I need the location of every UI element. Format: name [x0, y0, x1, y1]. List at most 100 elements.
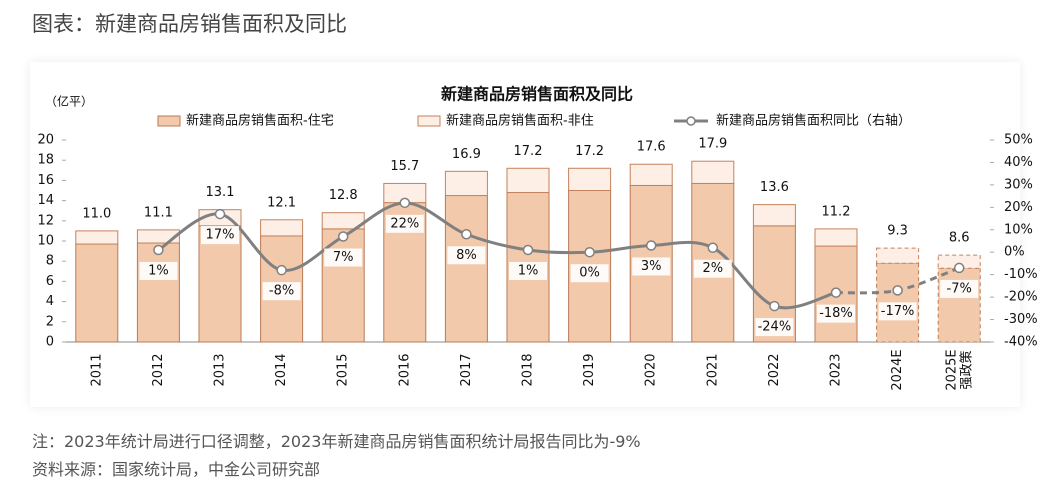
bar-segment	[937, 267, 981, 343]
total-label: 11.0	[82, 206, 111, 221]
legend-swatch	[417, 115, 441, 127]
line-marker	[399, 197, 411, 209]
total-label-bg	[754, 178, 795, 197]
total-label: 17.2	[514, 144, 543, 159]
x-tick-label-line: 强政策	[958, 350, 974, 389]
value-label-bg	[878, 302, 917, 321]
x-tick-label: 2012	[151, 353, 166, 386]
value-label: 22%	[390, 216, 419, 231]
value-label-bg	[755, 318, 794, 337]
value-label: -24%	[758, 320, 792, 335]
bar-segment	[444, 195, 488, 343]
value-label: 3%	[641, 259, 662, 274]
x-tick-label: 2018	[521, 353, 536, 386]
y2-tick-label: 10%	[1004, 222, 1033, 237]
y-tick-label: 14	[37, 193, 54, 208]
value-label: -8%	[269, 284, 294, 299]
y-tick-label: 6	[46, 274, 54, 289]
total-label-bg	[261, 193, 302, 212]
value-label: 17%	[206, 228, 235, 243]
total-label-bg	[138, 203, 179, 222]
legend-label: 新建商品房销售面积同比（右轴）	[716, 113, 911, 129]
line-marker	[522, 244, 534, 256]
value-label: 2%	[702, 261, 723, 276]
x-tick-label: 2025E强政策	[944, 349, 974, 390]
source: 资料来源：国家统计局，中金公司研究部	[32, 460, 321, 479]
x-tick-label: 2024E	[890, 349, 905, 390]
bar-segment	[198, 225, 242, 343]
x-tick-label: 2019	[582, 353, 597, 386]
line-marker	[276, 264, 287, 276]
total-label-bg	[569, 142, 610, 161]
total-label: 15.7	[390, 159, 419, 174]
y-tick-label: 2	[46, 314, 54, 329]
legend-label: 新建商品房销售面积-非住	[446, 113, 594, 129]
y-tick-label: 0	[46, 335, 54, 350]
bar-segment	[444, 170, 488, 197]
value-label: 1%	[148, 263, 169, 278]
total-label: 16.9	[452, 147, 481, 162]
y-tick-label: 20	[37, 133, 54, 148]
line-marker	[953, 262, 965, 274]
bar-segment	[260, 219, 304, 237]
x-tick-label: 2014	[274, 353, 289, 386]
note: 注：2023年统计局进行口径调整，2023年新建商品房销售面积统计局报告同比为-…	[32, 432, 641, 451]
total-label-bg	[76, 204, 117, 223]
total-label: 11.2	[822, 204, 851, 219]
total-label-bg	[939, 229, 980, 248]
x-tick-label: 2013	[213, 353, 228, 386]
value-label-bg	[940, 279, 979, 298]
line-marker	[707, 242, 719, 253]
total-label: 12.1	[267, 195, 296, 210]
y-tick-label: 18	[37, 153, 54, 168]
total-label-bg	[508, 142, 548, 161]
value-label: 7%	[333, 250, 354, 265]
line	[157, 201, 837, 310]
bar-segment	[506, 167, 550, 194]
line-marker	[461, 229, 472, 240]
total-label: 13.1	[206, 185, 235, 200]
bar-segment	[691, 160, 735, 184]
y2-tick-label: -10%	[1004, 267, 1038, 282]
y-axis-label: （亿平）	[45, 94, 93, 109]
total-label-bg	[200, 183, 240, 202]
value-label-bg	[262, 282, 301, 301]
total-label-bg	[692, 135, 733, 154]
value-label-bg	[139, 261, 178, 280]
value-label-bg	[509, 261, 547, 280]
y2-tick-label: -30%	[1004, 312, 1038, 327]
x-tick-label: 2023	[829, 353, 844, 386]
value-label: 8%	[456, 248, 477, 263]
total-label-bg	[384, 157, 425, 176]
value-label: 0%	[579, 266, 600, 281]
total-label: 12.8	[329, 188, 358, 203]
bar-segment	[814, 228, 858, 247]
bar-segment	[136, 242, 180, 343]
line-marker	[153, 244, 164, 256]
y2-tick-label: 0%	[1004, 245, 1025, 260]
total-label-bg	[631, 138, 672, 157]
y-tick-label: 12	[37, 213, 54, 228]
value-label: -17%	[881, 304, 915, 319]
total-label-bg	[446, 145, 487, 164]
bar-segment	[752, 204, 796, 227]
bar-segment	[136, 229, 180, 244]
value-label-bg	[817, 304, 855, 323]
bar-segment	[629, 163, 673, 186]
line-marker	[645, 240, 657, 251]
x-tick-label: 2011	[89, 353, 104, 386]
x-tick-label: 2021	[705, 353, 720, 386]
bar-segment	[876, 247, 920, 264]
value-label-bg	[324, 248, 363, 267]
total-label-bg	[877, 222, 918, 241]
total-label: 13.6	[760, 180, 789, 195]
x-tick-label: 2015	[336, 353, 351, 386]
value-label-bg	[570, 264, 609, 283]
total-label: 11.1	[144, 205, 173, 220]
value-label: 1%	[518, 263, 539, 278]
chart-title: 新建商品房销售面积及同比	[441, 85, 633, 104]
line-marker	[337, 231, 349, 242]
y2-tick-label: 30%	[1004, 177, 1033, 192]
y-tick-label: 10	[37, 234, 54, 249]
